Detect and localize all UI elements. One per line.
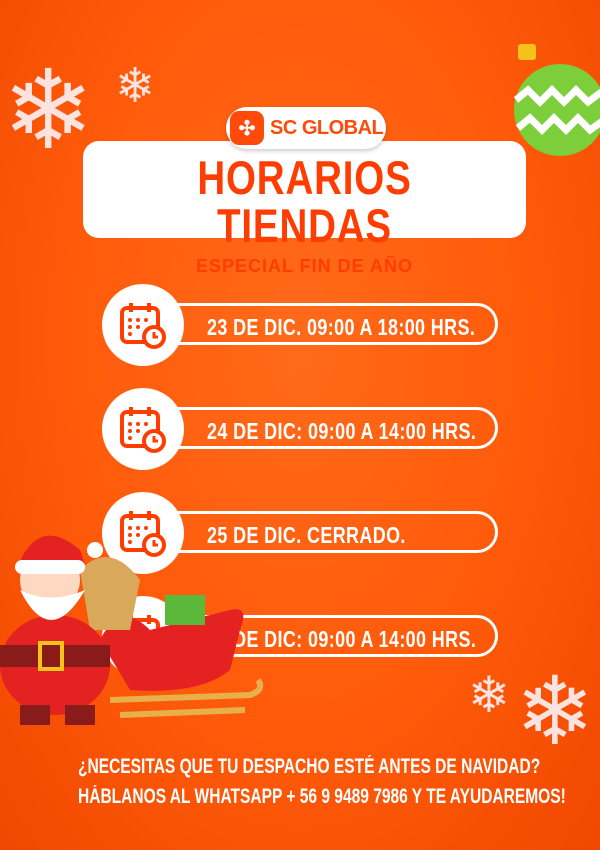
santa-sleigh-illustration: [0, 535, 264, 725]
schedule-text: 25 DE DIC. CERRADO.: [207, 522, 406, 548]
schedule-row: 24 DE DIC: 09:00 A 14:00 HRS.: [100, 386, 500, 472]
schedule-row: 25 DE DIC. CERRADO.: [100, 490, 500, 576]
schedule-text: 31 DE DIC: 09:00 A 14:00 HRS.: [207, 626, 477, 652]
footer-line-question: ¿NECESITAS QUE TU DESPACHO ESTÉ ANTES DE…: [78, 755, 541, 778]
snowflake-icon: ❄: [115, 58, 156, 114]
sc-global-logo-icon: ✣: [230, 111, 264, 145]
footer-message: ¿NECESITAS QUE TU DESPACHO ESTÉ ANTES DE…: [0, 752, 600, 812]
schedule-text: 24 DE DIC: 09:00 A 14:00 HRS.: [207, 418, 477, 444]
header-card: HORARIOS TIENDAS ESPECIAL FIN DE AÑO: [83, 141, 526, 276]
snowflake-icon: ❄: [2, 46, 95, 174]
schedule-row: 23 DE DIC. 09:00 A 18:00 HRS.: [100, 282, 500, 368]
snowflake-icon: ❄: [515, 657, 595, 767]
schedule-pill: 23 DE DIC. 09:00 A 18:00 HRS.: [150, 303, 498, 345]
page-subtitle: ESPECIAL FIN DE AÑO: [195, 256, 414, 276]
schedule-pill: 25 DE DIC. CERRADO.: [150, 511, 498, 553]
brand-name: SC GLOBAL: [270, 116, 384, 139]
schedule-pill: 31 DE DIC: 09:00 A 14:00 HRS.: [150, 615, 498, 657]
page-title: HORARIOS TIENDAS: [197, 151, 412, 252]
brand-logo: ✣ SC GLOBAL: [226, 107, 386, 149]
footer-line-whatsapp[interactable]: HÁBLANOS AL WHATSAPP + 56 9 9489 7986 Y …: [78, 785, 566, 808]
christmas-ornament-icon: [513, 44, 600, 156]
calendar-clock-icon: [102, 492, 184, 574]
schedule-pill: 24 DE DIC: 09:00 A 14:00 HRS.: [150, 407, 498, 449]
calendar-clock-icon: [102, 284, 184, 366]
calendar-clock-icon: [102, 388, 184, 470]
snowflake-icon: ❄: [468, 666, 510, 724]
schedule-text: 23 DE DIC. 09:00 A 18:00 HRS.: [207, 314, 476, 340]
